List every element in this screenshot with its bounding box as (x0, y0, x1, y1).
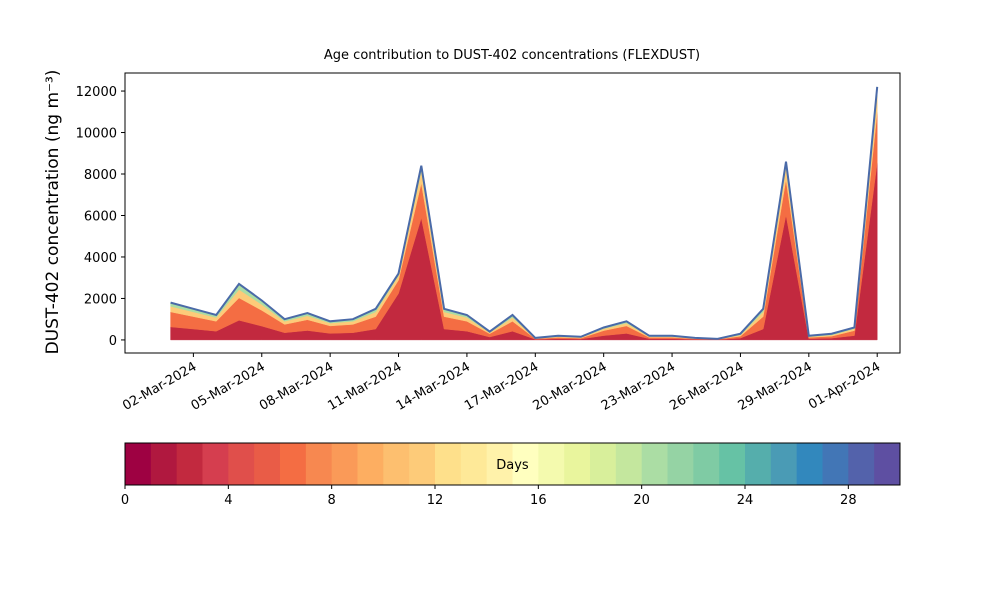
colorbar-tick-label: 16 (530, 493, 547, 508)
colorbar-segment (331, 443, 358, 485)
colorbar-segment (719, 443, 746, 485)
x-tick-label: 08-Mar-2024 (257, 359, 336, 413)
y-tick-label: 8000 (84, 168, 117, 183)
colorbar-segment (486, 443, 513, 485)
x-tick-label: 26-Mar-2024 (667, 359, 746, 413)
colorbar-segment (125, 443, 152, 485)
y-tick-label: 0 (109, 334, 117, 349)
colorbar-segment (383, 443, 410, 485)
outline (170, 86, 879, 340)
x-tick-label: 20-Mar-2024 (531, 359, 610, 413)
colorbar-segment (874, 443, 901, 485)
chart-title: Age contribution to DUST-402 concentrati… (324, 48, 700, 63)
colorbar-segment (435, 443, 462, 485)
x-tick-label: 23-Mar-2024 (599, 359, 678, 413)
y-tick-label: 10000 (76, 127, 117, 142)
x-tick-label: 14-Mar-2024 (394, 359, 473, 413)
colorbar-tick-label: 12 (427, 493, 444, 508)
colorbar-tick-label: 28 (840, 493, 857, 508)
colorbar-label: Days (496, 458, 529, 473)
colorbar-segment (848, 443, 875, 485)
x-tick-label: 11-Mar-2024 (325, 359, 404, 413)
colorbar-segment (590, 443, 617, 485)
plot-frame (124, 72, 901, 354)
colorbar-tick-label: 8 (328, 493, 336, 508)
colorbar-segment (641, 443, 668, 485)
x-tick-label: 29-Mar-2024 (736, 359, 815, 413)
colorbar-frame (124, 442, 901, 486)
y-axis-label: DUST-402 concentration (ng m⁻³) (43, 70, 63, 355)
colorbar-tick-label: 4 (224, 493, 232, 508)
colorbar-segment (228, 443, 255, 485)
colorbar-tick-label: 20 (633, 493, 650, 508)
x-tick-label: 01-Apr-2024 (806, 359, 883, 412)
colorbar-segment (538, 443, 565, 485)
colorbar-segment (615, 443, 643, 485)
x-tick-label: 17-Mar-2024 (462, 359, 541, 413)
x-tick-label: 05-Mar-2024 (189, 359, 268, 413)
colorbar-segment (822, 443, 849, 485)
y-tick-label: 12000 (76, 85, 117, 100)
colorbar-segment (202, 443, 229, 485)
colorbar-segment (409, 443, 436, 485)
colorbar-segment (796, 443, 823, 485)
colorbar-segment (305, 443, 333, 485)
colorbar-segment (564, 443, 591, 485)
colorbar-tick-label: 0 (121, 493, 129, 508)
y-tick-label: 4000 (84, 251, 117, 266)
y-tick-label: 2000 (84, 292, 117, 307)
colorbar-tick-label: 24 (737, 493, 754, 508)
y-tick-label: 6000 (84, 209, 117, 224)
colorbar-segment (667, 443, 694, 485)
colorbar-segment (254, 443, 281, 485)
colorbar-segment (280, 443, 307, 485)
x-tick-label: 02-Mar-2024 (120, 359, 199, 413)
colorbar-segment (176, 443, 203, 485)
colorbar-segment (512, 443, 539, 485)
colorbar-segment (460, 443, 488, 485)
colorbar-segment (745, 443, 772, 485)
colorbar-segment (770, 443, 798, 485)
colorbar-segment (357, 443, 384, 485)
colorbar-segment (150, 443, 178, 485)
colorbar-segment (693, 443, 720, 485)
